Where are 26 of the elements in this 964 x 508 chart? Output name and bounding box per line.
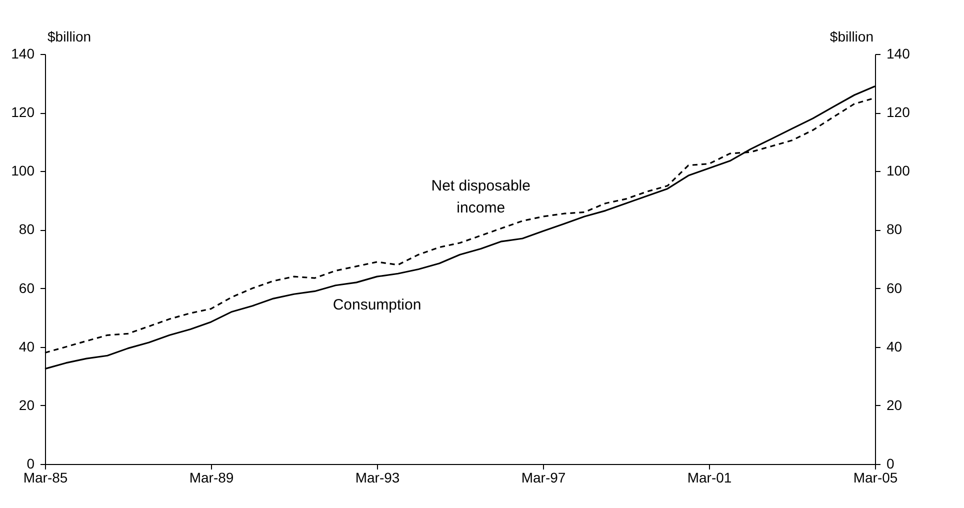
y2-tick-label: 80	[886, 221, 902, 238]
y2-tick-label: 140	[886, 46, 910, 62]
y2-tick-label: 0	[886, 456, 894, 472]
y-tick-label: 140	[11, 46, 35, 62]
y-tick-label: 40	[18, 338, 35, 354]
series-label: Consumption	[332, 296, 422, 314]
y-tick-label: 0	[26, 456, 35, 472]
y-tick-label: 20	[18, 396, 35, 413]
x-tick-label: Mar-05	[853, 470, 898, 486]
x-tick-label: Mar-97	[521, 470, 566, 486]
series-label: Net disposable income	[431, 178, 530, 217]
y-tick-label: 60	[18, 280, 35, 296]
x-tick-label: Mar-89	[189, 470, 234, 486]
y2-tick-label: 40	[886, 338, 902, 354]
y2-tick-label: 120	[886, 104, 910, 120]
y-tick-label: 120	[11, 104, 35, 120]
x-tick-label: Mar-01	[687, 470, 732, 486]
y-tick-label: 100	[11, 162, 35, 179]
y-tick-label: 80	[18, 221, 35, 238]
y2-axis-title: $billion	[830, 28, 874, 44]
y2-tick-label: 20	[886, 396, 902, 413]
y-axis-title: $billion	[48, 28, 92, 44]
y2-tick-label: 60	[886, 280, 902, 296]
x-tick-label: Mar-85	[23, 470, 68, 486]
x-tick-label: Mar-93	[355, 470, 400, 486]
y2-tick-label: 100	[886, 162, 910, 179]
